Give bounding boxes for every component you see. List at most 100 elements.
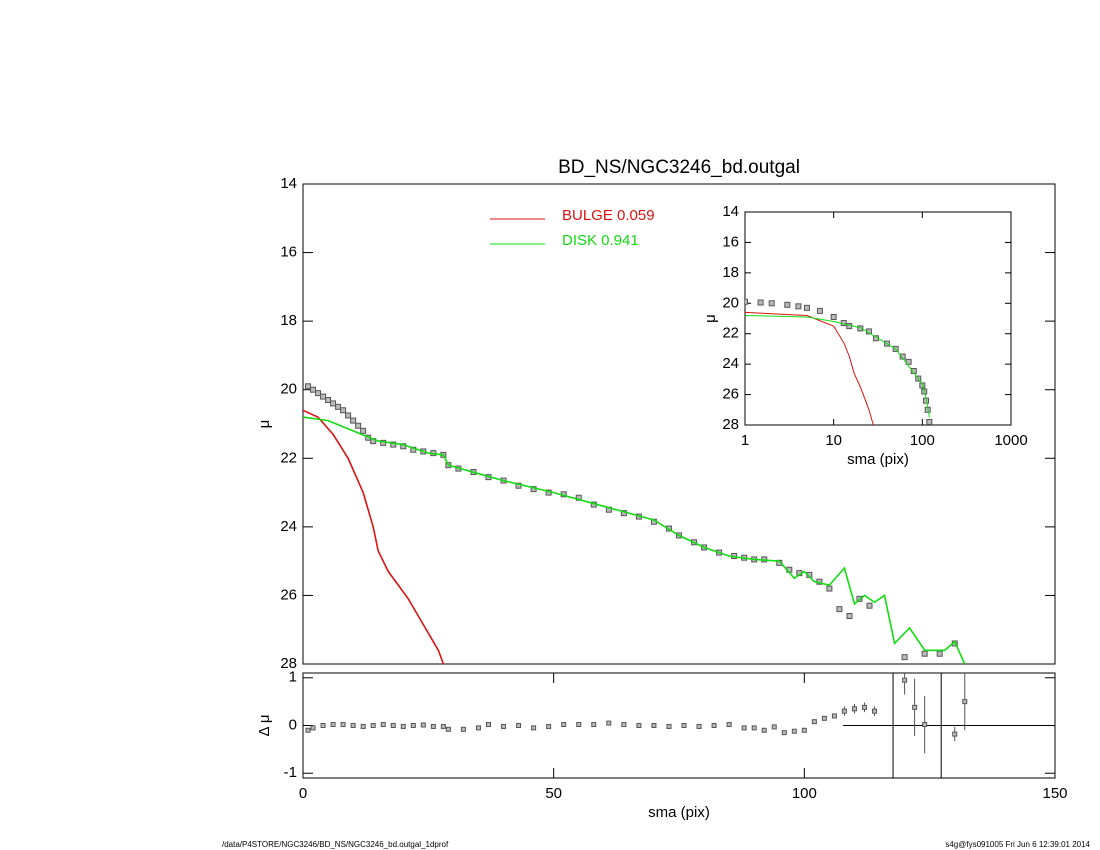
data-point [926,418,933,425]
footer-stamp: s4g@fys091005 Fri Jun 6 12:39:01 2014 [945,840,1090,849]
data-point [430,723,436,729]
y-tick-label: 16 [722,233,739,250]
data-point [912,704,918,710]
data-point [757,299,764,306]
data-point [781,730,787,736]
y-tick-label: 0 [289,716,297,733]
data-point [768,300,775,307]
x-tick-label: 150 [1042,785,1067,802]
series-line [303,416,966,664]
data-point [310,725,316,731]
x-axis-label: sma (pix) [847,451,909,468]
data-point [761,727,767,733]
data-point [621,722,627,728]
data-point [921,650,928,657]
data-point [345,412,352,419]
data-point [501,723,507,729]
data-point [801,727,807,733]
x-tick-label: 1000 [994,432,1027,449]
data-point [516,723,522,728]
data-point [831,713,837,719]
data-point [811,719,817,725]
data-point [751,725,757,731]
y-tick-label: 24 [722,355,739,372]
data-point [350,723,356,728]
data-point [606,720,612,726]
data-point [821,715,827,721]
y-axis-label: μ [702,314,719,323]
y-tick-label: 26 [722,386,739,403]
y-axis-label: μ [256,420,273,429]
data-point [330,722,336,728]
y-tick-label: 28 [280,655,297,672]
y-tick-label: 1 [289,669,297,686]
data-point [440,723,446,729]
data-point [576,722,582,728]
data-point [922,722,928,728]
x-tick-label: 1 [741,432,749,449]
data-point [857,325,864,332]
data-point [872,708,878,714]
data-point [320,393,327,400]
data-point [711,723,717,728]
data-point [315,390,322,397]
data-point [830,313,837,320]
data-point [485,722,491,728]
data-point [390,441,397,448]
data-point [380,722,386,728]
data-point [651,723,657,728]
data-point [936,650,943,657]
data-point [340,407,347,414]
y-tick-label: 22 [722,325,739,342]
y-tick-label: 18 [722,264,739,281]
plot-frame [302,183,1056,665]
y-tick-label: 28 [722,416,739,433]
data-point [320,723,326,728]
data-point [899,353,906,360]
y-tick-label: 14 [280,175,297,192]
data-point [335,403,342,410]
data-point [390,723,396,728]
data-point [696,723,702,729]
y-tick-label: -1 [284,764,297,781]
data-point [561,722,567,728]
data-point [546,723,552,729]
data-point [851,706,857,712]
data-point [355,422,362,429]
data-point [901,654,908,661]
series-line [745,315,930,418]
data-point [325,397,332,403]
y-axis-label: Δ μ [256,714,273,736]
data-point [400,443,407,450]
data-point [681,723,687,728]
data-point [445,726,451,732]
data-point [836,606,843,613]
data-point [475,725,481,731]
data-point [841,708,847,714]
data-point [410,723,416,728]
data-point [866,602,873,609]
data-point [420,722,426,728]
data-point [340,722,346,728]
data-point [803,304,810,311]
data-point [784,301,791,308]
data-point [636,723,642,728]
data-point [666,723,672,729]
data-point [591,722,597,728]
data-point [791,728,797,734]
data-point [741,725,747,731]
y-tick-label: 24 [280,518,297,535]
data-point [771,724,777,730]
data-point [310,386,317,393]
data-point [305,727,311,733]
data-point [816,307,823,314]
data-point [531,725,537,731]
plot-area [745,298,933,425]
data-point [962,699,968,705]
y-tick-label: 26 [280,586,297,603]
series-line [303,409,445,664]
data-point [902,677,908,683]
x-tick-label: 100 [910,432,935,449]
data-point [515,482,522,489]
